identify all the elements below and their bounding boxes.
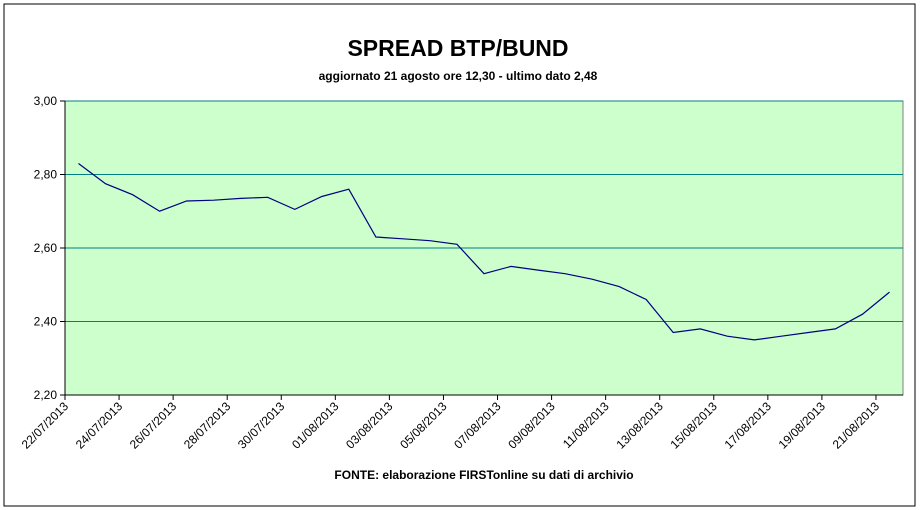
data-line [78,163,890,341]
chart-title: SPREAD BTP/BUND [347,35,568,61]
y-tick-label: 2,40 [34,315,58,329]
y-tick-label: 2,20 [34,388,58,402]
chart-subtitle: aggiornato 21 agosto ore 12,30 - ultimo … [319,69,598,83]
y-tick-label: 2,60 [34,241,58,255]
source-note: FONTE: elaborazione FIRSTonline su dati … [334,468,633,482]
y-tick-label: 2,80 [34,168,58,182]
y-tick-label: 3,00 [34,94,58,108]
